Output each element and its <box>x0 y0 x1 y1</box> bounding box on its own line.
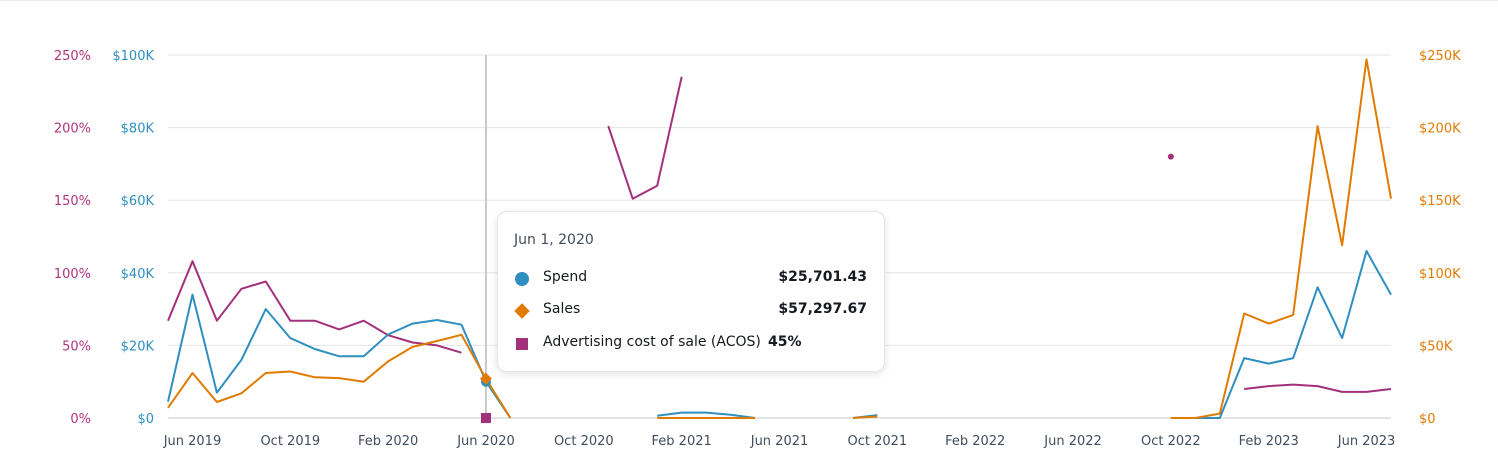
tooltip-date: Jun 1, 2020 <box>514 232 594 248</box>
right-axis-sales-tick: $150K <box>1419 194 1461 209</box>
sales-marker-icon <box>514 303 530 319</box>
right-axis-sales-tick: $0 <box>1419 412 1436 427</box>
x-axis-tick: Oct 2020 <box>554 434 614 449</box>
top-divider <box>0 0 1498 1</box>
series-point-advertising <box>1167 153 1174 160</box>
hover-marker-acos <box>480 413 491 423</box>
x-axis-tick: Jun 2020 <box>456 434 515 449</box>
x-axis-tick: Feb 2020 <box>358 434 418 449</box>
left-axis-acos-tick: 100% <box>54 267 91 282</box>
x-axis-tick: Oct 2022 <box>1141 434 1201 449</box>
hover-tooltip: Jun 1, 2020 Spend $25,701.43 Sales $57,2… <box>497 211 885 372</box>
x-axis-tick: Feb 2022 <box>945 434 1005 449</box>
x-axis-tick: Oct 2019 <box>260 434 320 449</box>
x-axis-tick: Feb 2023 <box>1239 434 1299 449</box>
acos-marker-icon <box>516 338 528 350</box>
spend-marker-icon <box>515 272 529 286</box>
hover-marker-sales <box>479 372 492 385</box>
left-axis-spend-tick: $60K <box>121 194 155 209</box>
left-axis-spend-tick: $0 <box>137 412 154 427</box>
series-line-sales <box>167 58 1392 419</box>
left-axis-acos-tick: 50% <box>62 339 91 354</box>
x-axis-tick: Jun 2022 <box>1043 434 1102 449</box>
x-axis-tick: Jun 2019 <box>163 434 222 449</box>
right-axis-sales-tick: $50K <box>1419 339 1453 354</box>
left-axis-acos-tick: 200% <box>54 122 91 137</box>
tooltip-row-sales: Sales $57,297.67 <box>514 301 867 321</box>
tooltip-value: $57,297.67 <box>778 301 867 317</box>
series-line-spend <box>167 250 1392 419</box>
tooltip-label: Sales <box>543 301 581 317</box>
left-axis-acos-tick: 150% <box>54 194 91 209</box>
left-axis-spend-tick: $40K <box>121 267 155 282</box>
tooltip-label: Advertising cost of sale (ACOS) <box>543 334 761 350</box>
right-axis-sales-tick: $100K <box>1419 267 1461 282</box>
x-axis-tick: Oct 2021 <box>847 434 907 449</box>
right-axis-sales-tick: $250K <box>1419 49 1461 64</box>
left-axis-spend-tick: $100K <box>112 49 154 64</box>
tooltip-value: 45% <box>768 334 802 350</box>
x-axis-tick: Jun 2023 <box>1337 434 1396 449</box>
left-axis-spend-tick: $80K <box>121 122 155 137</box>
x-axis-tick: Feb 2021 <box>652 434 712 449</box>
tooltip-row-acos: Advertising cost of sale (ACOS) 45% <box>514 334 867 354</box>
left-axis-spend-tick: $20K <box>121 339 155 354</box>
x-axis-tick: Jun 2021 <box>750 434 809 449</box>
left-axis-acos-tick: 250% <box>54 49 91 64</box>
series-line-advertising <box>167 76 1392 393</box>
right-axis-sales-tick: $200K <box>1419 122 1461 137</box>
tooltip-row-spend: Spend $25,701.43 <box>514 269 867 289</box>
left-axis-acos-tick: 0% <box>70 412 91 427</box>
tooltip-label: Spend <box>543 269 588 285</box>
tooltip-value: $25,701.43 <box>778 269 867 285</box>
